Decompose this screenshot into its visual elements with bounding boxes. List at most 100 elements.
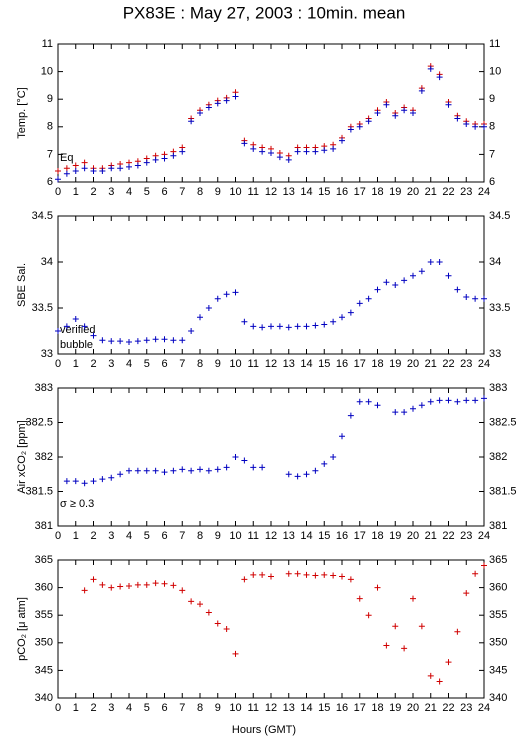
- data-point: [454, 628, 461, 635]
- x-axis-label: Hours (GMT): [232, 724, 296, 736]
- x-tick-label: 6: [161, 186, 167, 198]
- data-point: [276, 154, 283, 161]
- x-tick-label: 4: [126, 530, 132, 542]
- x-tick-label: 14: [300, 702, 312, 714]
- x-tick-label: 24: [478, 702, 490, 714]
- data-point: [179, 587, 186, 594]
- x-tick-label: 8: [197, 702, 203, 714]
- x-tick-label: 7: [179, 186, 185, 198]
- data-point: [268, 323, 274, 330]
- data-point: [259, 464, 266, 471]
- x-tick-label: 1: [73, 186, 79, 198]
- x-tick-label: 19: [389, 702, 401, 714]
- y-tick-label: 7: [47, 148, 53, 160]
- y-tick-label: 340: [35, 692, 53, 704]
- data-point: [410, 272, 416, 279]
- x-tick-label: 8: [197, 358, 203, 370]
- data-point: [232, 650, 239, 657]
- x-tick-label: 21: [425, 530, 437, 542]
- x-tick-label: 15: [318, 358, 330, 370]
- data-point: [339, 314, 345, 321]
- data-point: [339, 573, 345, 580]
- data-point: [90, 167, 97, 174]
- data-point: [117, 338, 124, 345]
- x-tick-label: 24: [478, 530, 490, 542]
- data-point: [436, 74, 443, 81]
- data-point: [250, 571, 257, 578]
- x-tick-label: 19: [389, 186, 401, 198]
- data-point: [472, 123, 479, 130]
- data-point: [117, 583, 124, 590]
- data-point: [223, 97, 230, 104]
- y-tick-label-right: 360: [489, 582, 507, 594]
- y-tick-label: 8: [47, 121, 53, 133]
- data-point: [117, 165, 124, 172]
- x-tick-label: 3: [108, 530, 114, 542]
- data-point: [321, 321, 328, 328]
- data-point: [374, 402, 381, 409]
- data-point: [152, 580, 159, 587]
- data-point: [134, 581, 141, 588]
- x-tick-label: 6: [161, 530, 167, 542]
- data-point: [436, 678, 443, 685]
- data-point: [383, 279, 390, 286]
- data-point: [312, 572, 319, 579]
- data-point: [481, 395, 487, 402]
- x-tick-label: 7: [179, 358, 185, 370]
- data-point: [197, 110, 203, 116]
- x-tick-label: 1: [73, 702, 79, 714]
- data-point: [472, 570, 479, 577]
- data-point: [90, 576, 97, 583]
- data-point: [232, 289, 239, 296]
- data-point: [250, 464, 257, 471]
- y-tick-label-right: 381.5: [489, 485, 517, 497]
- data-point: [81, 165, 88, 172]
- x-tick-label: 17: [354, 702, 366, 714]
- data-point: [179, 148, 186, 155]
- x-tick-label: 19: [389, 530, 401, 542]
- data-point: [99, 167, 106, 174]
- data-point: [143, 581, 150, 588]
- data-point: [321, 147, 328, 154]
- data-point: [472, 295, 479, 302]
- data-point: [170, 152, 177, 159]
- x-tick-label: 16: [336, 186, 348, 198]
- data-point: [188, 118, 195, 125]
- x-tick-label: 16: [336, 702, 348, 714]
- y-tick-label-right: 33.5: [489, 302, 510, 314]
- y-axis-label: Air xCO₂ [ppm]: [16, 420, 28, 493]
- x-tick-label: 22: [442, 358, 454, 370]
- data-point: [55, 167, 61, 174]
- data-point: [232, 93, 239, 100]
- data-point: [347, 309, 354, 316]
- x-tick-label: 16: [336, 358, 348, 370]
- data-point: [108, 165, 115, 172]
- data-point: [445, 101, 452, 108]
- data-point: [259, 148, 266, 155]
- x-tick-label: 18: [371, 186, 383, 198]
- y-tick-label: 360: [35, 582, 53, 594]
- data-point: [259, 571, 266, 578]
- data-point: [418, 623, 425, 630]
- data-point: [276, 323, 283, 330]
- data-point: [250, 145, 257, 152]
- data-point: [410, 110, 416, 116]
- plot-frame: [57, 559, 485, 699]
- data-point: [108, 474, 115, 481]
- data-point: [188, 467, 195, 474]
- data-point: [214, 466, 221, 473]
- data-point: [374, 110, 381, 116]
- data-point: [152, 336, 159, 343]
- data-point: [188, 328, 195, 334]
- y-axis-label: pCO₂ [μ atm]: [16, 597, 28, 661]
- x-tick-label: 9: [215, 186, 221, 198]
- x-tick-label: 17: [354, 186, 366, 198]
- data-point: [81, 480, 88, 487]
- data-point: [90, 332, 97, 339]
- data-point: [347, 412, 354, 419]
- data-point: [454, 398, 461, 405]
- x-tick-label: 22: [442, 530, 454, 542]
- data-point: [126, 163, 132, 170]
- data-point: [241, 576, 248, 583]
- x-tick-label: 23: [460, 530, 472, 542]
